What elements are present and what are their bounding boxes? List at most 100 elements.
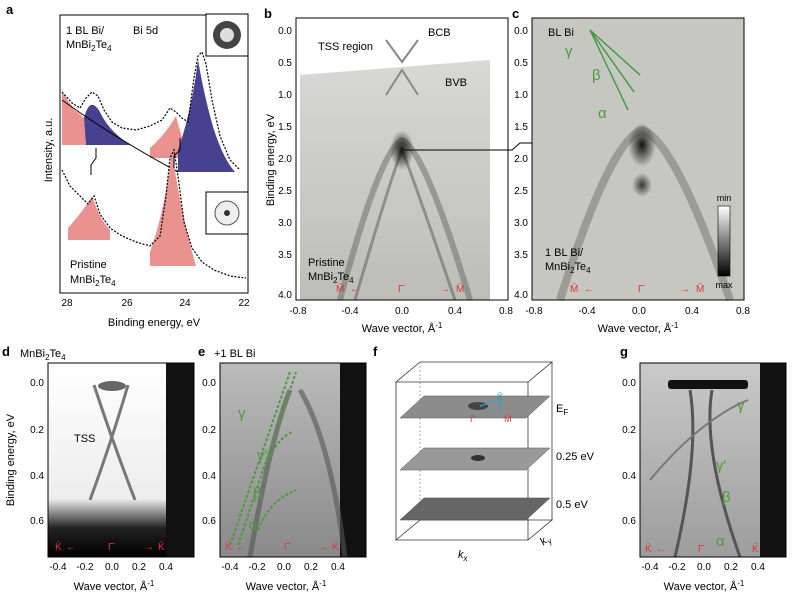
panel-label-d: d (2, 344, 10, 359)
sample-top-line1: 1 BL Bi/ (66, 25, 105, 37)
tick: 3.5 (514, 250, 528, 261)
peak-fill-red (68, 196, 110, 240)
k-label: Γ̄ (398, 284, 406, 295)
band-beta: β (722, 489, 731, 506)
tick: 2.5 (514, 186, 528, 197)
svg-text:←: ← (236, 542, 246, 553)
tick: 0.4 (448, 306, 462, 317)
annotation-tss: TSS (74, 433, 95, 445)
tick: 0.0 (395, 306, 409, 317)
panel-f: f EF 0.25 eV 0.5 eV K̄ Γ̄ M̄ kx ky (373, 344, 595, 563)
svg-text:→: → (440, 284, 450, 295)
tick: 2.0 (278, 154, 292, 165)
k-label: Γ̄ (698, 544, 706, 555)
band-gamma: γ (238, 405, 246, 422)
tick: 0.2 (132, 562, 146, 573)
sample-top-line2: MnBi (66, 39, 91, 51)
annotation-bvb: BVB (445, 77, 467, 89)
sample-c-line1: 1 BL Bi/ (545, 247, 584, 259)
svg-text:MnBi2Te4: MnBi2Te4 (545, 261, 591, 275)
k-label: M̄ (456, 282, 464, 295)
tick: -0.4 (341, 306, 359, 317)
tick: 2.0 (514, 154, 528, 165)
annotation-tss-region: TSS region (318, 41, 373, 53)
panel-label-e: e (198, 344, 205, 359)
panel-d-xlabel: Wave vector, Å-1 (74, 579, 155, 593)
peak-fill-blue (178, 60, 235, 172)
tick: 0.0 (30, 378, 44, 389)
k-label: M̄ (696, 282, 704, 295)
tick: -0.8 (289, 306, 307, 317)
k-label: K̄ (332, 540, 339, 553)
panel-c-xlabel: Wave vector, Å-1 (598, 321, 679, 335)
band-beta: β (592, 67, 601, 84)
spectrum-top (61, 50, 241, 171)
tick: 0.0 (278, 26, 292, 37)
panel-a-ylabel: Intensity, a.u. (43, 118, 55, 183)
panel-e: e +1 BL Bi γ γ′ β α K̄ ← Γ̄ → K̄ 0.0 0.2… (198, 344, 367, 593)
panel-b: b TSS region BCB BVB Pristine MnBi2Te4 M… (264, 6, 513, 335)
tick: 0.4 (30, 471, 44, 482)
tick: 0.4 (622, 471, 636, 482)
axis-ky: ky (538, 532, 555, 549)
band-alpha: α (249, 517, 258, 534)
peak-fill-red (62, 92, 86, 145)
tick: -0.4 (641, 562, 659, 573)
k-label: M̄ (570, 282, 578, 295)
svg-text:←: ← (350, 284, 360, 295)
colorbar-max: max (715, 280, 733, 290)
panel-b-xlabel: Wave vector, Å-1 (362, 321, 443, 335)
tick: 0.0 (622, 378, 636, 389)
band-alpha: α (598, 105, 607, 122)
k-label: M̄ (504, 414, 512, 424)
sample-bottom-line2: MnBi (70, 274, 95, 286)
panel-d-frame (47, 362, 195, 558)
svg-text:MnBi2Te4: MnBi2Te4 (66, 39, 112, 53)
svg-text:←: ← (584, 284, 594, 295)
tick: -0.2 (76, 562, 94, 573)
tick: -0.4 (49, 562, 67, 573)
tick: 0.6 (202, 516, 216, 527)
tick: 0.6 (622, 516, 636, 527)
svg-text:←: ← (66, 542, 76, 553)
tick: 4.0 (514, 290, 528, 301)
panel-a-frame (59, 14, 249, 294)
tick: 0.8 (736, 306, 750, 317)
panel-label-b: b (264, 6, 272, 21)
tick: -0.4 (578, 306, 596, 317)
tick: 0.0 (105, 562, 119, 573)
tick: 0.4 (159, 562, 173, 573)
tick: 1.0 (278, 90, 292, 101)
panel-label-f: f (373, 344, 378, 359)
panel-e-title: +1 BL Bi (214, 348, 255, 360)
tick: 0.0 (277, 562, 291, 573)
colorbar-min: min (717, 193, 732, 203)
core-level-label: Bi 5d (133, 25, 158, 37)
tick: 26 (121, 298, 133, 309)
k-label: K̄ (645, 542, 652, 555)
tick: 1.5 (278, 122, 292, 133)
band-gamma-prime: γ′ (257, 447, 268, 464)
tick: -0.4 (221, 562, 239, 573)
band-gamma-prime: γ′ (716, 457, 727, 474)
tick: 0.0 (514, 26, 528, 37)
panel-a: a 1 BL Bi/ MnBi2Te4 Bi 5d Pristine MnBi2… (6, 2, 250, 329)
panel-d-ylabel: Binding energy, eV (5, 413, 17, 506)
energy-ef: EF (556, 403, 568, 417)
panel-g-xlabel: Wave vector, Å-1 (664, 579, 745, 593)
tick: 0.2 (304, 562, 318, 573)
peak-fill-red (150, 150, 196, 266)
k-label: Γ̄ (108, 542, 116, 553)
k-label: K̄ (497, 392, 503, 402)
panel-label-a: a (6, 2, 14, 17)
tick: 28 (61, 298, 73, 309)
band-beta: β (253, 485, 262, 502)
panel-a-xlabel: Binding energy, eV (108, 317, 201, 329)
tick: -0.8 (525, 306, 543, 317)
tick: 22 (238, 298, 250, 309)
arpes-image-b (300, 60, 490, 300)
tick: 1.5 (514, 122, 528, 133)
panel-b-ylabel: Binding energy, eV (265, 113, 277, 206)
spectrum-bottom (61, 148, 247, 279)
